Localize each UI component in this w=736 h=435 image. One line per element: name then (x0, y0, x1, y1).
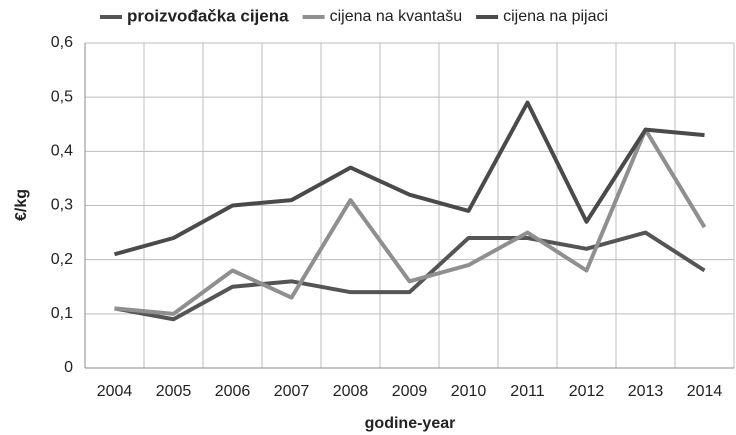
x-tick-label: 2006 (215, 383, 251, 400)
y-tick-label: 0,6 (51, 34, 73, 51)
legend-label: cijena na kvantašu (330, 8, 463, 25)
line-series (114, 230, 706, 322)
x-tick-label: 2005 (156, 383, 192, 400)
x-tick-label: 2013 (628, 383, 664, 400)
y-tick-label: 0,5 (51, 88, 73, 105)
x-axis-title: godine-year (365, 415, 456, 432)
y-tick-label: 0 (64, 359, 73, 376)
x-tick-label: 2011 (510, 383, 545, 400)
x-tick-label: 2004 (97, 383, 133, 400)
x-tick-label: 2014 (687, 383, 723, 400)
x-tick-label: 2009 (392, 383, 428, 400)
y-tick-label: 0,2 (51, 251, 73, 268)
y-axis-title: €/kg (13, 189, 30, 221)
line-series (113, 100, 705, 257)
legend-label: cijena na pijaci (503, 8, 608, 25)
x-tick-label: 2007 (274, 383, 310, 400)
x-tick-label: 2010 (451, 383, 487, 400)
y-tick-label: 0,1 (51, 305, 73, 322)
y-tick-label: 0,3 (51, 197, 73, 214)
line-series (114, 127, 707, 316)
y-tick-label: 0,4 (51, 143, 73, 160)
x-tick-label: 2012 (569, 383, 605, 400)
x-tick-label: 2008 (333, 383, 369, 400)
legend-label: proizvođačka cijena (127, 6, 289, 25)
